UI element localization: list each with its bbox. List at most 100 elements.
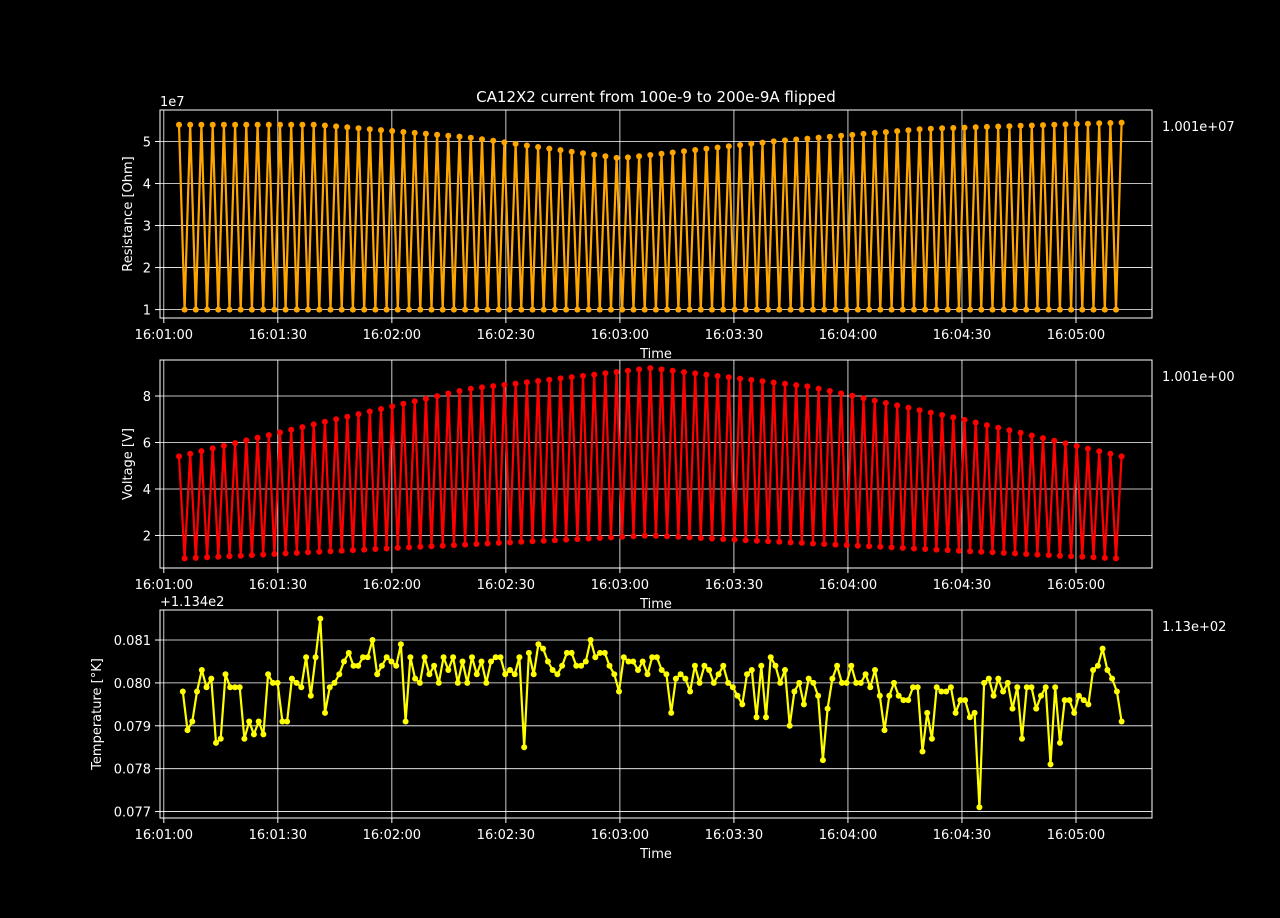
data-point	[731, 536, 738, 543]
data-point	[881, 727, 888, 734]
x-tick-label: 16:04:30	[933, 828, 991, 843]
data-point	[204, 554, 211, 561]
right-label: 1.001e+07	[1162, 120, 1235, 135]
data-point	[910, 684, 916, 691]
data-point	[692, 370, 699, 377]
data-point	[596, 535, 603, 541]
data-point	[649, 654, 656, 661]
data-point	[894, 128, 901, 135]
data-point	[596, 306, 603, 313]
data-point	[849, 392, 856, 399]
data-point	[786, 722, 793, 729]
data-point	[383, 654, 390, 661]
data-point	[400, 129, 407, 135]
data-point	[369, 637, 376, 643]
data-point	[815, 134, 822, 141]
data-point	[454, 679, 461, 686]
data-point	[877, 543, 884, 550]
data-point	[829, 675, 836, 682]
data-point	[208, 675, 215, 682]
data-point	[924, 709, 931, 716]
data-point	[535, 378, 542, 384]
data-point	[417, 543, 424, 550]
x-tick-label: 16:05:00	[1047, 828, 1105, 843]
data-point	[944, 306, 951, 313]
data-point	[213, 739, 219, 746]
data-point	[549, 667, 556, 673]
data-point	[826, 388, 833, 394]
data-point	[950, 414, 957, 421]
data-point	[1073, 121, 1080, 127]
data-point	[905, 697, 912, 704]
data-point	[220, 442, 227, 449]
axes-frame	[159, 109, 1153, 319]
data-point	[1073, 443, 1080, 449]
data-point	[777, 679, 784, 686]
data-point	[1079, 306, 1086, 313]
y-tick-label: 2	[143, 529, 151, 544]
data-point	[241, 735, 248, 742]
data-point	[664, 306, 671, 313]
data-point	[360, 654, 366, 661]
data-point	[905, 127, 912, 134]
data-point	[967, 548, 974, 555]
x-tick-label: 16:03:00	[591, 578, 649, 593]
data-point	[606, 662, 613, 669]
data-point	[1085, 701, 1092, 708]
data-point	[299, 424, 306, 431]
data-point	[181, 306, 188, 313]
data-point	[582, 658, 589, 665]
data-point	[434, 131, 441, 138]
voltage-panel: 16:01:00 16:01:30 16:02:00 16:02:30 16:03:00…	[121, 359, 1235, 612]
data-point	[236, 684, 243, 691]
data-point	[686, 306, 693, 313]
data-point	[265, 671, 272, 678]
data-point	[288, 121, 295, 128]
data-point	[326, 684, 333, 691]
data-point	[243, 121, 250, 128]
data-point	[1107, 450, 1114, 457]
data-point	[767, 654, 774, 661]
data-point	[1084, 120, 1091, 127]
data-point	[568, 649, 575, 656]
data-point	[554, 671, 561, 678]
data-point	[838, 132, 845, 139]
data-point	[521, 744, 528, 751]
data-point	[976, 804, 983, 811]
data-point	[894, 402, 901, 409]
data-point	[905, 404, 912, 411]
data-point	[407, 654, 414, 661]
data-point	[720, 306, 727, 313]
data-point	[591, 371, 598, 378]
data-point	[1101, 554, 1108, 561]
data-point	[355, 411, 362, 418]
data-point	[540, 306, 547, 313]
data-point	[303, 654, 310, 661]
data-point	[619, 306, 626, 313]
x-tick-label: 16:04:30	[933, 328, 991, 343]
data-point	[198, 667, 205, 673]
y-tick-label: 0.081	[114, 634, 151, 649]
data-point	[546, 145, 553, 152]
data-point	[927, 125, 934, 132]
data-point	[1040, 122, 1046, 129]
data-point	[327, 306, 334, 313]
data-point	[983, 123, 990, 130]
chart-title: CA12X2 current from 100e-9 to 200e-9A fl…	[476, 88, 836, 106]
data-point	[602, 153, 609, 160]
data-point	[501, 381, 508, 388]
data-point	[737, 142, 744, 148]
x-tick-label: 16:02:00	[363, 828, 421, 843]
data-point	[739, 701, 746, 708]
data-point	[1118, 453, 1125, 460]
data-point	[574, 306, 581, 313]
data-point	[692, 147, 699, 153]
data-point	[1099, 645, 1106, 652]
data-point	[551, 537, 558, 544]
data-point	[1040, 435, 1046, 442]
data-point	[658, 667, 665, 673]
x-tick-label: 16:02:00	[363, 578, 421, 593]
data-point	[226, 553, 233, 560]
data-point	[559, 662, 566, 669]
data-point	[759, 378, 766, 385]
